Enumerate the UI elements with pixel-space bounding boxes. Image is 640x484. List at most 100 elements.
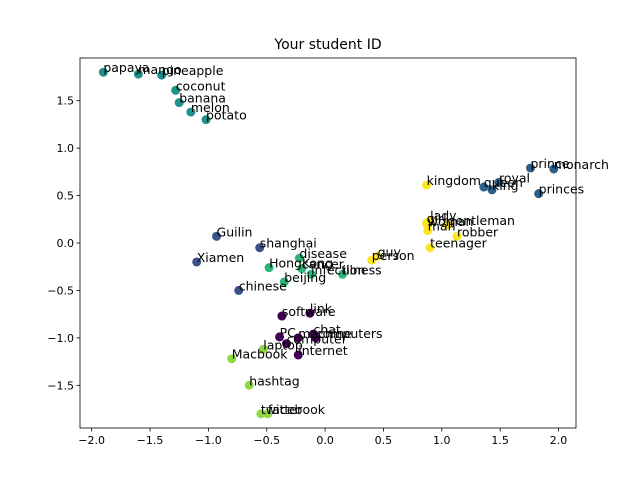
scatter-point (293, 333, 303, 343)
points-layer (98, 67, 559, 419)
point-label: girl (427, 211, 447, 226)
point-label: person (372, 248, 415, 263)
point-label: Guilin (217, 224, 253, 239)
point-label: mango (138, 62, 181, 77)
scatter-point (227, 354, 237, 364)
point-label: facebook (268, 402, 326, 417)
scatter-point (258, 344, 268, 354)
point-label: Xiamen (197, 250, 245, 265)
point-label: HongKong (269, 256, 333, 271)
scatter-point (452, 231, 462, 241)
point-label: king (492, 178, 519, 193)
scatter-point (487, 185, 497, 195)
point-label: hashtag (249, 373, 300, 388)
scatter-point (534, 189, 544, 199)
scatter-point (255, 243, 265, 253)
point-label: princes (539, 182, 585, 197)
point-label: internet (298, 343, 348, 358)
scatter-point (264, 263, 274, 273)
x-tick-label: 0.0 (316, 434, 334, 447)
point-label: guy (378, 244, 402, 259)
scatter-point (98, 67, 108, 77)
point-label: cancer (302, 257, 345, 272)
scatter-point (171, 85, 181, 95)
scatter-point (234, 285, 244, 295)
scatter-point (244, 380, 254, 390)
scatter-point (186, 107, 196, 117)
point-label: prince (530, 156, 569, 171)
scatter-point (277, 311, 287, 321)
x-tick-label: −0.5 (253, 434, 280, 447)
axes-frame (79, 57, 577, 429)
point-label: beijing (284, 270, 326, 285)
scatter-point (282, 339, 292, 349)
point-label: potato (206, 108, 247, 123)
point-label: software (282, 304, 336, 319)
x-tick-label: 0.5 (375, 434, 393, 447)
scatter-point (201, 115, 211, 125)
scatter-point (311, 333, 321, 343)
scatter-point (525, 163, 535, 173)
x-tick-label: 1.5 (491, 434, 509, 447)
chart-title: Your student ID (273, 37, 381, 53)
point-labels-layer: papayamangopineapplecoconutbananamelonpo… (103, 60, 609, 417)
y-tick-label: −1.5 (47, 379, 74, 392)
point-label: pineapple (162, 63, 224, 78)
scatter-point (443, 220, 453, 230)
x-tick-label: 2.0 (550, 434, 568, 447)
scatter-point (256, 409, 266, 419)
scatter-point (133, 69, 143, 79)
scatter-point (157, 70, 167, 80)
point-label: gentleman (448, 213, 515, 228)
x-tick-label: −1.0 (195, 434, 222, 447)
point-label: machine (298, 326, 352, 341)
point-label: banana (179, 91, 226, 106)
point-label: man (428, 219, 456, 234)
y-tick-label: −0.5 (47, 284, 74, 297)
y-tick-label: 0.0 (57, 237, 75, 250)
scatter-point (275, 332, 285, 342)
x-tick-label: −1.5 (137, 434, 164, 447)
y-axis-ticks: −1.5 −1.0 −0.5 0.0 0.5 1.0 1.5 (47, 95, 80, 392)
point-label: royal (499, 170, 530, 185)
x-axis-ticks: −2.0 −1.5 −1.0 −0.5 0.0 0.5 1.0 1.5 2.0 (78, 428, 567, 447)
point-label: teenager (430, 236, 487, 251)
x-tick-label: 1.0 (433, 434, 451, 447)
y-tick-label: 1.0 (57, 142, 75, 155)
point-label: papaya (103, 60, 149, 75)
point-label: chinese (239, 278, 287, 293)
point-label: melon (191, 100, 230, 115)
point-label: illness (343, 262, 382, 277)
scatter-point (306, 269, 316, 279)
scatter-point (279, 277, 289, 287)
scatter-point (367, 255, 377, 265)
point-label: woman (428, 214, 474, 229)
point-label: queen (484, 175, 523, 190)
point-label: disease (299, 246, 347, 261)
point-label: infection (311, 262, 365, 277)
scatter-point (294, 253, 304, 263)
point-label: laptop (263, 337, 303, 352)
scatter-point (305, 308, 315, 318)
point-label: computer (287, 332, 348, 347)
scatter-point (212, 231, 222, 241)
point-label: shanghai (260, 236, 317, 251)
scatter-point (479, 182, 489, 192)
point-label: monarch (554, 157, 609, 172)
point-label: robber (457, 224, 499, 239)
point-label: coconut (176, 78, 226, 93)
scatter-point (425, 243, 435, 253)
scatter-point (174, 98, 184, 108)
scatter-point (293, 350, 303, 360)
point-label: chat (313, 322, 340, 337)
point-label: twitter (261, 402, 303, 417)
point-label: link (310, 301, 333, 316)
point-label: computers (316, 326, 383, 341)
scatter-point (494, 177, 504, 187)
scatter-point (422, 180, 432, 190)
y-tick-label: 0.5 (57, 190, 75, 203)
point-label: PC (280, 325, 297, 340)
scatter-point (192, 257, 202, 267)
